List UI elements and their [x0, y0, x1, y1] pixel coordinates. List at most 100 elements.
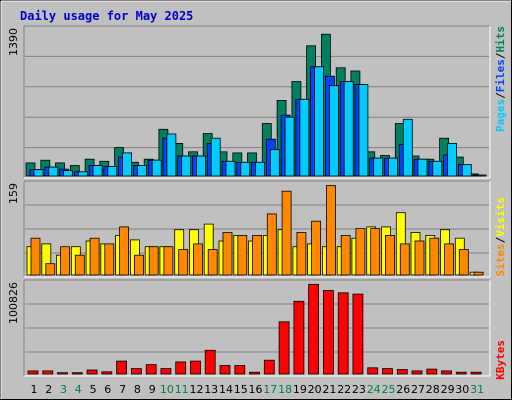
bar-sites-day-8 [133, 254, 144, 276]
bar-pages-day-1 [33, 169, 44, 177]
bar-kbytes-day-23 [352, 293, 364, 375]
y-max-label: 1390 [7, 28, 20, 56]
x-tick-label: 28 [426, 383, 440, 396]
x-tick-label: 8 [134, 383, 141, 396]
bar-pages-day-29 [447, 142, 458, 177]
bar-sites-day-22 [340, 234, 351, 276]
bar-pages-day-10 [166, 133, 177, 177]
bar-sites-day-26 [399, 243, 410, 276]
x-tick-label: 31 [470, 383, 484, 396]
bar-kbytes-day-10 [160, 368, 172, 375]
bar-sites-day-3 [60, 246, 70, 276]
bar-kbytes-day-3 [57, 372, 68, 375]
bar-pages-day-5 [92, 165, 103, 177]
bar-pages-day-22 [343, 81, 354, 177]
bar-sites-day-10 [163, 246, 174, 276]
bar-pages-day-3 [63, 170, 73, 177]
x-tick-label: 16 [249, 383, 263, 396]
bar-sites-day-29 [444, 243, 455, 276]
bar-kbytes-day-6 [101, 371, 113, 375]
bar-sites-day-9 [148, 246, 159, 276]
x-tick-label: 2 [45, 383, 52, 396]
x-tick-label: 4 [75, 383, 82, 396]
bar-pages-day-30 [461, 163, 472, 177]
x-tick-label: 18 [278, 383, 292, 396]
bar-sites-day-21 [325, 185, 336, 276]
x-tick-label: 1 [31, 383, 38, 396]
bar-sites-day-16 [252, 234, 262, 276]
bar-kbytes-day-14 [219, 365, 231, 375]
x-tick-label: 19 [293, 383, 307, 396]
bar-pages-day-2 [48, 166, 59, 177]
bar-pages-day-24 [373, 157, 384, 177]
bar-pages-day-15 [240, 161, 251, 177]
bar-kbytes-day-22 [337, 292, 349, 375]
bar-kbytes-day-1 [27, 370, 39, 375]
bar-kbytes-day-13 [204, 349, 216, 375]
bar-kbytes-day-11 [175, 361, 187, 375]
bar-pages-day-4 [77, 171, 88, 177]
bar-sites-day-31 [473, 271, 484, 276]
bar-kbytes-day-18 [278, 321, 290, 375]
x-tick-label: 10 [160, 383, 174, 396]
x-tick-label: 25 [382, 383, 396, 396]
x-tick-label: 6 [104, 383, 111, 396]
bar-sites-day-27 [414, 240, 425, 276]
x-tick-label: 20 [308, 383, 322, 396]
bar-pages-day-13 [210, 137, 221, 177]
bar-sites-day-4 [74, 254, 85, 276]
panel-1: 1390 [7, 25, 491, 179]
x-tick-label: 30 [455, 383, 469, 396]
legend-pages-files-hits: Pages/Files/Hits [494, 26, 507, 132]
bar-sites-day-19 [296, 232, 307, 276]
y-max-label: 159 [7, 183, 20, 204]
bar-pages-day-9 [151, 159, 162, 177]
x-tick-label: 15 [234, 383, 248, 396]
y-max-label: 100826 [7, 282, 20, 324]
x-tick-label: 21 [322, 383, 336, 396]
x-tick-label: 13 [204, 383, 218, 396]
x-tick-label: 3 [60, 383, 67, 396]
bar-pages-day-19 [299, 98, 310, 177]
x-tick-label: 5 [90, 383, 97, 396]
bar-kbytes-day-28 [426, 368, 438, 375]
bar-pages-day-21 [328, 85, 339, 177]
bar-kbytes-day-2 [42, 370, 54, 375]
bar-sites-day-30 [458, 249, 469, 276]
bar-sites-day-7 [119, 226, 129, 276]
bar-kbytes-day-17 [263, 359, 275, 375]
bar-sites-day-24 [370, 228, 381, 276]
bar-kbytes-day-4 [71, 372, 83, 375]
chart-title: Daily usage for May 2025 [20, 9, 193, 23]
bar-kbytes-day-15 [234, 365, 246, 375]
bar-sites-day-12 [193, 243, 203, 276]
bar-kbytes-day-12 [190, 360, 201, 375]
bar-pages-day-31 [476, 174, 487, 177]
legend-sites-visits: Sites/Visits [494, 197, 507, 277]
bar-pages-day-6 [107, 166, 118, 177]
bar-pages-day-8 [136, 165, 147, 177]
bar-pages-day-17 [269, 149, 280, 177]
bar-kbytes-day-16 [249, 371, 260, 375]
bar-kbytes-day-20 [308, 283, 320, 375]
bar-sites-day-20 [311, 220, 322, 276]
bar-sites-day-14 [222, 232, 233, 276]
bar-kbytes-day-25 [382, 368, 393, 375]
bar-sites-day-18 [281, 190, 292, 276]
bar-sites-day-2 [45, 263, 56, 276]
bar-kbytes-day-30 [455, 371, 467, 375]
bar-pages-day-7 [122, 152, 132, 177]
bar-pages-day-18 [284, 116, 295, 177]
x-tick-label: 14 [219, 383, 233, 396]
x-tick-label: 22 [337, 383, 351, 396]
x-tick-label: 23 [352, 383, 366, 396]
bar-kbytes-day-26 [396, 369, 408, 375]
legend-kbytes: KBytes [494, 340, 507, 380]
bar-pages-day-12 [196, 155, 206, 177]
bar-kbytes-day-21 [322, 290, 334, 375]
x-tick-label: 7 [119, 383, 126, 396]
x-tick-label: 12 [190, 383, 204, 396]
x-tick-label: 29 [441, 383, 455, 396]
bar-pages-day-25 [388, 157, 398, 177]
x-tick-label: 27 [411, 383, 425, 396]
